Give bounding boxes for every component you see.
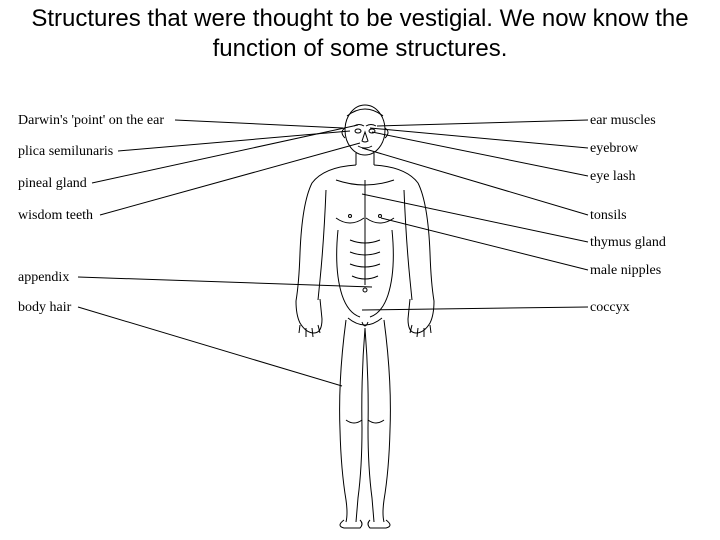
label-eyelash: eye lash bbox=[590, 169, 635, 185]
label-darwins-point: Darwin's 'point' on the ear bbox=[18, 113, 164, 129]
human-figure bbox=[280, 100, 450, 530]
label-thymus: thymus gland bbox=[590, 235, 666, 251]
human-outline-svg bbox=[280, 100, 450, 530]
label-nipples: male nipples bbox=[590, 263, 661, 279]
page-title: Structures that were thought to be vesti… bbox=[0, 0, 720, 64]
label-eyebrow: eyebrow bbox=[590, 141, 638, 157]
label-appendix: appendix bbox=[18, 270, 69, 286]
label-coccyx: coccyx bbox=[590, 300, 630, 316]
label-bodyhair: body hair bbox=[18, 300, 71, 316]
label-ear-muscles: ear muscles bbox=[590, 113, 656, 129]
label-pineal: pineal gland bbox=[18, 176, 87, 192]
anatomy-diagram: Darwin's 'point' on the ear plica semilun… bbox=[0, 100, 720, 540]
label-wisdom: wisdom teeth bbox=[18, 208, 93, 224]
label-tonsils: tonsils bbox=[590, 208, 627, 224]
label-plica: plica semilunaris bbox=[18, 144, 113, 160]
